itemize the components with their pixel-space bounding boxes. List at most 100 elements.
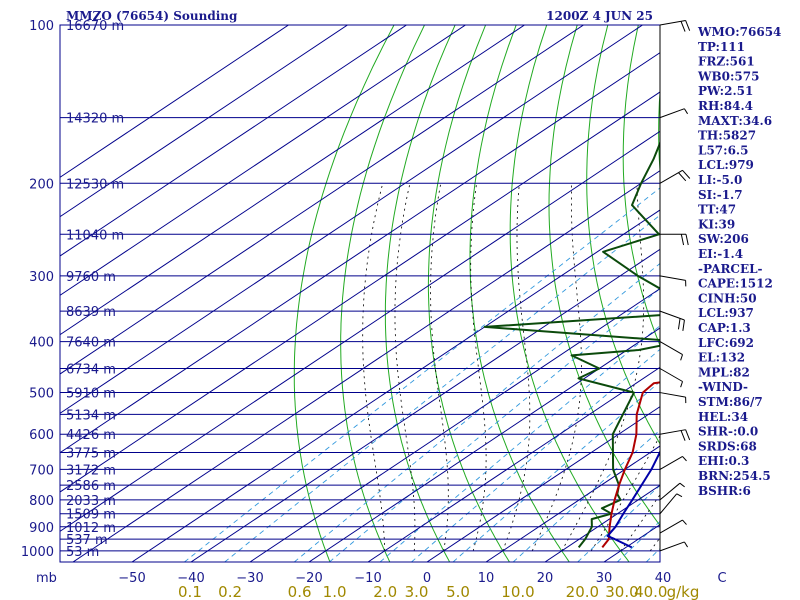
isotherm	[249, 288, 660, 562]
index-entry: -WIND-	[698, 380, 748, 394]
index-entry: LFC:692	[698, 336, 754, 350]
pressure-tick-label: 300	[29, 270, 54, 285]
temperature-tick-label: C	[717, 571, 726, 586]
height-label: 9760 m	[66, 270, 116, 285]
wind-barb-shaft	[659, 108, 685, 119]
wind-barb-flag	[682, 519, 687, 525]
temperature-tick-label: −10	[354, 571, 381, 586]
temperature-tick-label: 40	[655, 571, 672, 586]
dry-adiabat	[293, 25, 395, 562]
wind-barb-flag	[685, 429, 691, 441]
height-label: 11040 m	[66, 228, 124, 243]
isotherm	[60, 25, 407, 257]
wind-barb-shaft	[659, 392, 686, 398]
wind-barb	[659, 108, 689, 119]
index-entry: TP:111	[698, 40, 745, 54]
wind-barb-shaft	[659, 493, 678, 515]
wind-barb-flag	[684, 541, 689, 548]
index-entry: EL:132	[698, 351, 745, 365]
pressure-tick-label: 100	[29, 19, 54, 34]
isotherm	[190, 248, 660, 562]
index-entry: PW:2.51	[698, 84, 753, 98]
isotherm	[60, 25, 643, 414]
moist-adiabat	[430, 183, 449, 551]
index-entry: KI:39	[698, 217, 735, 231]
wind-barb-shaft	[659, 541, 685, 552]
isotherm	[60, 52, 660, 454]
mixing-ratio-tick-label: 0.6	[288, 583, 312, 600]
mixing-ratio-tick-label: 1.0	[323, 583, 347, 600]
height-label: 537 m	[66, 533, 108, 548]
height-label: 53 m	[66, 545, 99, 560]
moist-adiabat	[470, 183, 487, 551]
wind-barb	[659, 541, 689, 552]
pressure-tick-label: 1000	[21, 545, 54, 560]
wind-barb-flag	[680, 381, 683, 388]
height-label: 8639 m	[66, 305, 116, 320]
temperature-line	[601, 381, 660, 549]
pressure-unit-label: mb	[36, 571, 57, 586]
wind-barb-shaft	[659, 341, 683, 356]
dry-adiabat	[427, 25, 510, 562]
wind-barb	[659, 275, 687, 287]
index-entry: RH:84.4	[698, 99, 753, 113]
height-label: 5134 m	[66, 408, 116, 423]
mixing-ratio-tick-label: 20.0	[566, 583, 599, 600]
index-entry: HEL:34	[698, 410, 748, 424]
height-label: 1509 m	[66, 508, 116, 523]
wind-barb-flag	[682, 456, 687, 462]
wind-barb-flag	[684, 108, 689, 115]
wind-barb	[660, 233, 689, 246]
sounding-series	[483, 140, 660, 549]
wind-barb	[659, 341, 683, 361]
index-entry: TT:47	[698, 203, 736, 217]
wind-barb	[659, 482, 685, 501]
temperature-tick-label: −30	[236, 571, 263, 586]
height-label: 4426 m	[66, 428, 116, 443]
index-entry: STM:86/7	[698, 395, 763, 409]
wind-barb-flag	[682, 169, 691, 179]
mixing-ratio-unit-label: g/kg	[667, 583, 700, 600]
mixing-ratio-tick-label: 5.0	[446, 583, 470, 600]
isotherm	[60, 25, 584, 375]
wind-barb	[659, 455, 687, 470]
moist-adiabat	[362, 183, 386, 551]
wind-barb-flag	[680, 21, 686, 32]
isotherm	[60, 130, 660, 532]
isotherm	[308, 327, 660, 562]
wind-barb-flag	[677, 318, 681, 330]
wind-barb-shaft	[659, 482, 681, 501]
mixing-ratio-line	[184, 187, 660, 562]
wind-barb-flag	[682, 319, 685, 331]
mixing-ratio-tick-label: 0.1	[178, 583, 202, 600]
moist-adiabat	[531, 183, 582, 552]
index-entry: SRDS:68	[698, 439, 757, 453]
sounding-indices: WMO:76654TP:111FRZ:561WB0:575PW:2.51RH:8…	[697, 25, 781, 498]
height-label: 5910 m	[66, 387, 116, 402]
isobars-isotherms	[60, 25, 660, 562]
index-entry: SW:206	[698, 232, 749, 246]
pressure-tick-label: 900	[29, 521, 54, 536]
mixing-ratio-line	[379, 325, 660, 562]
index-entry: FRZ:561	[698, 55, 755, 69]
index-entry: LCL:979	[698, 158, 754, 172]
index-entry: L57:6.5	[698, 143, 748, 157]
wind-barb	[659, 519, 687, 534]
index-entry: EHI:0.3	[698, 454, 749, 468]
height-label: 2033 m	[66, 494, 116, 509]
mixing-ratio-line	[512, 429, 660, 562]
index-entry: WMO:76654	[697, 25, 781, 39]
mixing-ratio-tick-label: 2.0	[373, 583, 397, 600]
height-label: 16670 m	[66, 19, 124, 34]
height-label: 6734 m	[66, 362, 116, 377]
wind-barb-shaft	[659, 455, 683, 470]
title-station: MMZO (76654) Sounding	[66, 9, 238, 23]
pressure-tick-label: 700	[29, 463, 54, 478]
wind-barb	[659, 19, 691, 32]
wind-barb-flag	[678, 172, 687, 182]
height-label: 14320 m	[66, 112, 124, 127]
wind-barbs	[659, 19, 691, 552]
mixing-ratio-tick-label: 0.2	[218, 583, 242, 600]
index-entry: EI:-1.4	[698, 247, 743, 261]
